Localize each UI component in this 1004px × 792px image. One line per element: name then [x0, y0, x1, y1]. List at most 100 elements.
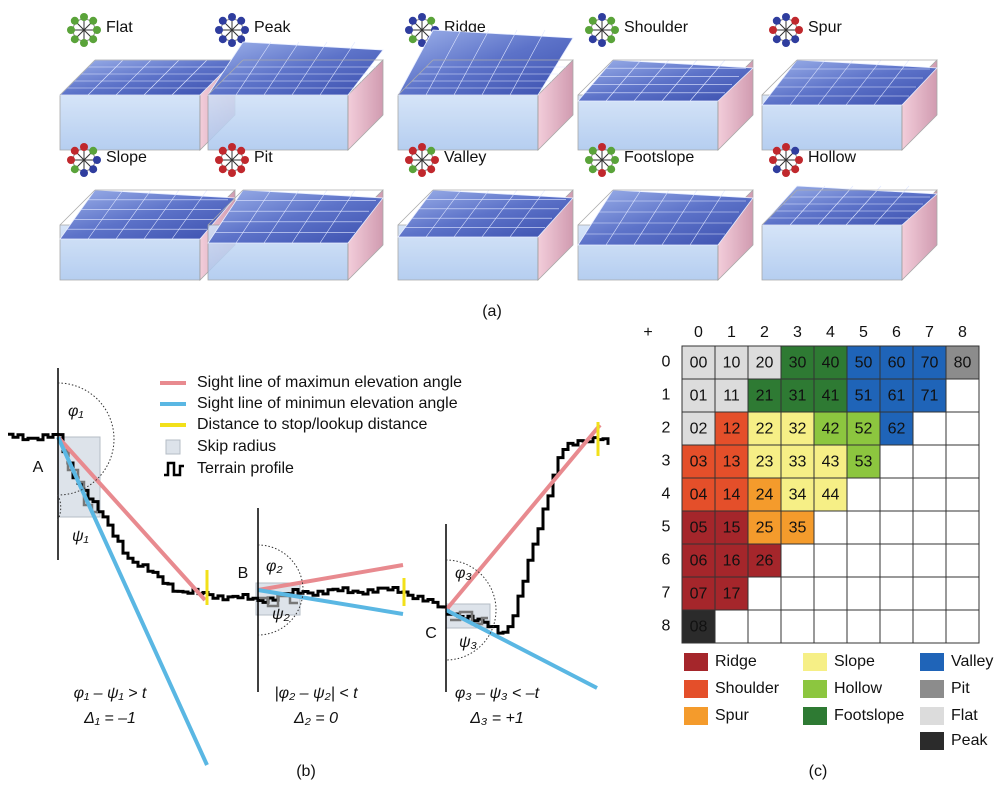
cell-code: 00 [690, 355, 708, 372]
landform-panel: Ridge [398, 13, 573, 150]
cell-code: 08 [690, 619, 708, 636]
icon-dot [67, 156, 75, 164]
icon-dot [598, 13, 606, 21]
cell-code: 12 [723, 421, 741, 438]
row-header: 1 [662, 387, 671, 404]
column-header: 2 [760, 324, 769, 341]
cell-code: 15 [723, 520, 741, 537]
cell-code: 21 [756, 388, 774, 405]
icon-dot [782, 143, 790, 151]
grid-cell [913, 511, 946, 544]
cell-code: 42 [822, 421, 840, 438]
cell-code: 35 [789, 520, 807, 537]
grid-cell [781, 544, 814, 577]
landform-label: Hollow [808, 149, 856, 166]
grid-cell [814, 511, 847, 544]
cell-code: 34 [789, 487, 807, 504]
icon-dot [791, 17, 799, 25]
point-label: B [238, 565, 249, 582]
box-front [398, 95, 538, 150]
icon-dot [427, 147, 435, 155]
legend-swatch [166, 440, 180, 454]
box-front [578, 95, 718, 150]
point-label: C [425, 625, 437, 642]
row-header: 2 [662, 420, 671, 437]
legend-swatch [164, 463, 184, 475]
row-header: 3 [662, 453, 671, 470]
icon-dot [219, 35, 227, 43]
delta: Δ₂ = 0 [293, 710, 338, 727]
row-header: 0 [662, 354, 671, 371]
grid-cell [913, 544, 946, 577]
legend-label: Terrain profile [197, 460, 294, 477]
grid-cell [880, 511, 913, 544]
legend-label: Valley [951, 653, 993, 670]
icon-dot [791, 147, 799, 155]
landform-label: Shoulder [624, 19, 689, 36]
cell-code: 43 [822, 454, 840, 471]
icon-dot [71, 17, 79, 25]
icon-dot [241, 26, 249, 34]
icon-dot [585, 26, 593, 34]
row-header: 6 [662, 552, 671, 569]
icon-dot [782, 169, 790, 177]
icon-dot [598, 169, 606, 177]
cell-code: 04 [690, 487, 708, 504]
grid-cell [880, 445, 913, 478]
legend-label: Pit [951, 680, 970, 697]
icon-dot [607, 165, 615, 173]
icon-dot [598, 143, 606, 151]
legend-label: Skip radius [197, 438, 276, 455]
column-header: 7 [925, 324, 934, 341]
legend-label: Distance to stop/lookup distance [197, 416, 427, 433]
caption: (a) [482, 303, 502, 320]
icon-dot [773, 17, 781, 25]
grid-cell [880, 544, 913, 577]
legend-swatch [803, 707, 827, 725]
grid-cell [781, 577, 814, 610]
landform-panel: Hollow [762, 143, 937, 280]
icon-dot [782, 39, 790, 47]
cell-code: 40 [822, 355, 840, 372]
icon-dot [427, 165, 435, 173]
grid-cell [946, 379, 979, 412]
icon-dot [80, 13, 88, 21]
row-header: 5 [662, 519, 671, 536]
grid-cell [748, 577, 781, 610]
landform-panel: Footslope [578, 143, 753, 280]
grid-cell [946, 610, 979, 643]
cell-code: 61 [888, 388, 906, 405]
box-front [208, 95, 348, 150]
icon-dot [589, 165, 597, 173]
icon-dot [409, 35, 417, 43]
max-sight-line [58, 437, 205, 600]
icon-dot [589, 17, 597, 25]
landform-panel: Spur [762, 13, 937, 150]
legend-swatch [803, 680, 827, 698]
landform-panel: Peak [208, 13, 383, 150]
icon-dot [409, 147, 417, 155]
grid-cell [748, 610, 781, 643]
box-front [762, 225, 902, 280]
grid-cell [847, 610, 880, 643]
landform-label: Flat [106, 19, 133, 36]
icon-dot [409, 17, 417, 25]
grid-cell [847, 478, 880, 511]
column-header: 3 [793, 324, 802, 341]
cell-code: 22 [756, 421, 774, 438]
cell-code: 71 [921, 388, 939, 405]
delta: Δ₁ = –1 [83, 710, 136, 727]
grid-cell [781, 610, 814, 643]
cell-code: 33 [789, 454, 807, 471]
icon-dot [405, 156, 413, 164]
column-header: 5 [859, 324, 868, 341]
cell-code: 26 [756, 553, 774, 570]
icon-dot [215, 156, 223, 164]
cell-code: 05 [690, 520, 708, 537]
cell-code: 70 [921, 355, 939, 372]
icon-dot [418, 169, 426, 177]
icon-dot [228, 169, 236, 177]
cell-code: 10 [723, 355, 741, 372]
icon-dot [89, 35, 97, 43]
icon-dot [93, 156, 101, 164]
